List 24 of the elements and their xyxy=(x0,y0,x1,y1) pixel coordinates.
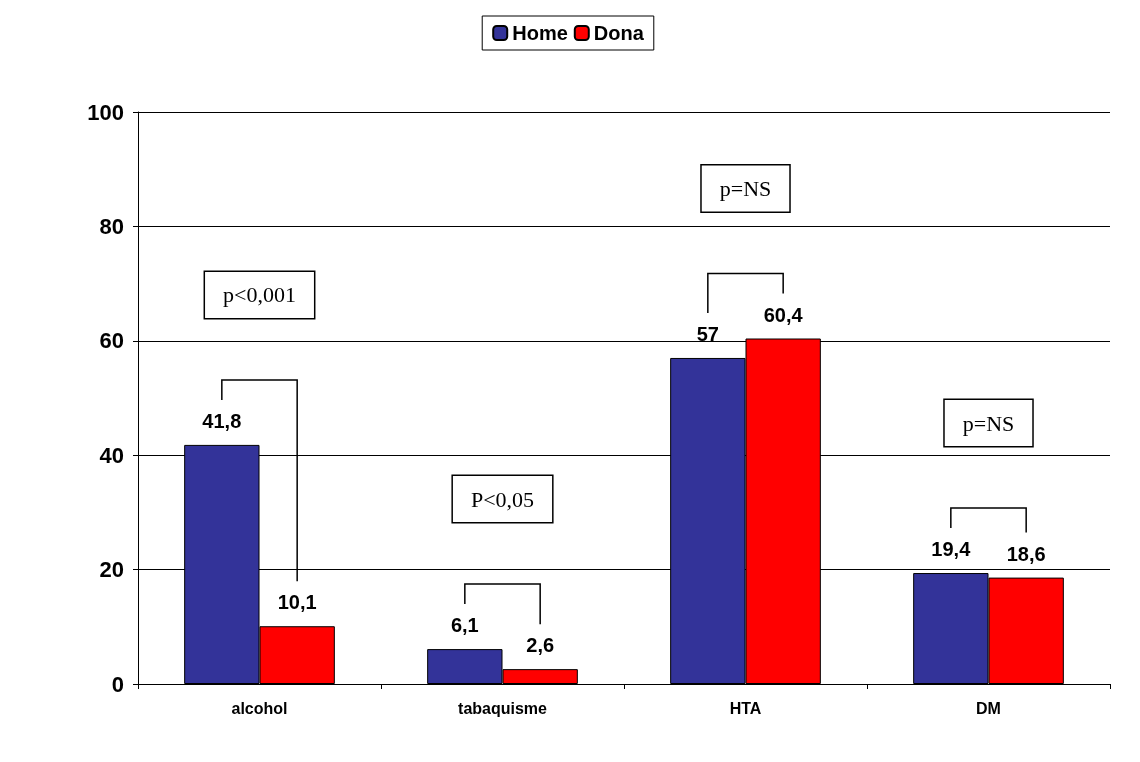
annotation: p=NS xyxy=(962,410,1015,436)
x-tick-label: tabaquisme xyxy=(458,699,548,717)
data-label: 57 xyxy=(696,322,719,345)
y-tick-label: 80 xyxy=(99,213,124,239)
data-label: 60,4 xyxy=(763,303,804,326)
annotation: p<0,001 xyxy=(223,282,296,308)
data-label: 18,6 xyxy=(1006,542,1046,565)
x-tick-label: DM xyxy=(976,699,1001,717)
x-tick-label: HTA xyxy=(729,699,762,717)
data-label: 2,6 xyxy=(526,634,555,657)
annotation: P<0,05 xyxy=(470,486,535,512)
data-label: 41,8 xyxy=(202,409,242,432)
y-tick-label: 100 xyxy=(87,99,124,125)
legend-label: Dona xyxy=(593,22,645,44)
y-tick-label: 40 xyxy=(99,442,124,468)
y-tick-label: 0 xyxy=(111,671,124,697)
data-label: 10,1 xyxy=(277,591,317,614)
data-label: 19,4 xyxy=(931,538,972,561)
x-tick-label: alcohol xyxy=(231,699,288,717)
data-label: 6,1 xyxy=(450,614,479,637)
annotation: p=NS xyxy=(719,176,772,202)
y-tick-label: 60 xyxy=(99,328,124,354)
legend-label: Home xyxy=(512,22,568,44)
y-tick-label: 20 xyxy=(99,557,124,583)
